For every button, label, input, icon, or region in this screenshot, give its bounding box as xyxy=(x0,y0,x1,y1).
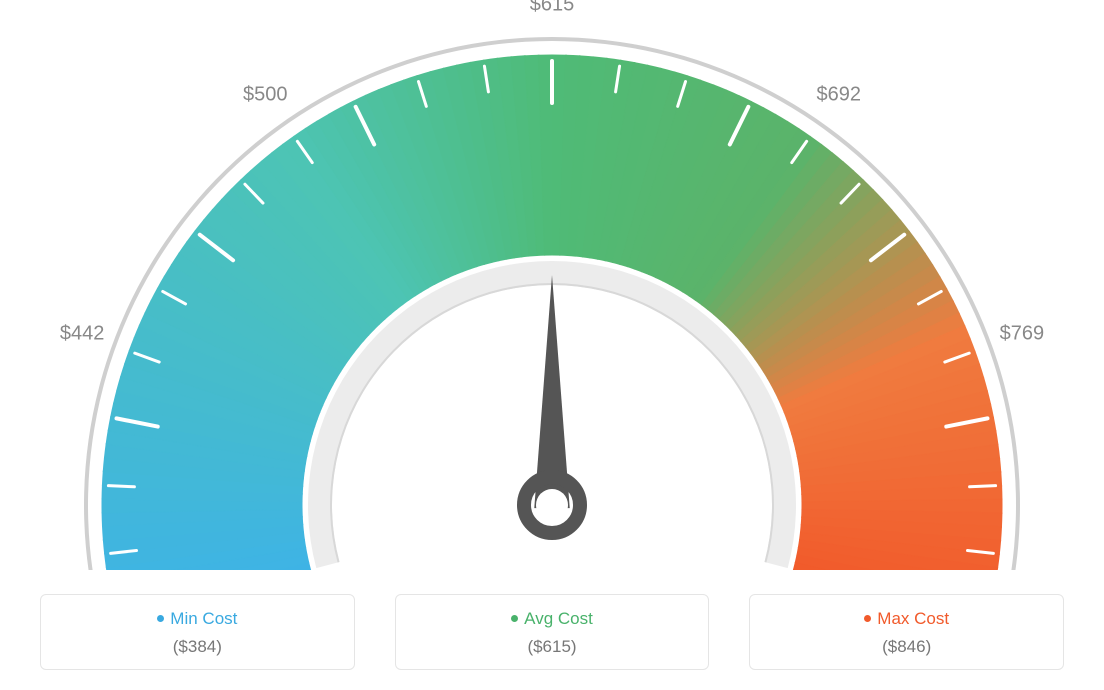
legend-avg-title: Avg Cost xyxy=(406,609,699,629)
legend-min-value: ($384) xyxy=(51,637,344,657)
gauge-tick-label: $692 xyxy=(817,84,862,106)
cost-gauge: $384$442$500$615$692$769$846 xyxy=(0,0,1104,570)
legend-max-label: Max Cost xyxy=(877,609,949,628)
legend-card-min: Min Cost ($384) xyxy=(40,594,355,670)
legend-max-dot xyxy=(864,615,871,622)
legend-min-label: Min Cost xyxy=(170,609,237,628)
legend-min-dot xyxy=(157,615,164,622)
legend-max-value: ($846) xyxy=(760,637,1053,657)
gauge-tick-label: $442 xyxy=(60,322,105,344)
gauge-tick-label: $615 xyxy=(530,0,575,15)
legend-avg-value: ($615) xyxy=(406,637,699,657)
legend-min-title: Min Cost xyxy=(51,609,344,629)
gauge-tick-label: $769 xyxy=(1000,322,1045,344)
gauge-tick-label: $500 xyxy=(243,84,288,106)
legend-avg-dot xyxy=(511,615,518,622)
legend-card-max: Max Cost ($846) xyxy=(749,594,1064,670)
legend-card-avg: Avg Cost ($615) xyxy=(395,594,710,670)
legend-avg-label: Avg Cost xyxy=(524,609,593,628)
legend-row: Min Cost ($384) Avg Cost ($615) Max Cost… xyxy=(0,594,1104,670)
gauge-svg: $384$442$500$615$692$769$846 xyxy=(0,0,1104,570)
legend-max-title: Max Cost xyxy=(760,609,1053,629)
